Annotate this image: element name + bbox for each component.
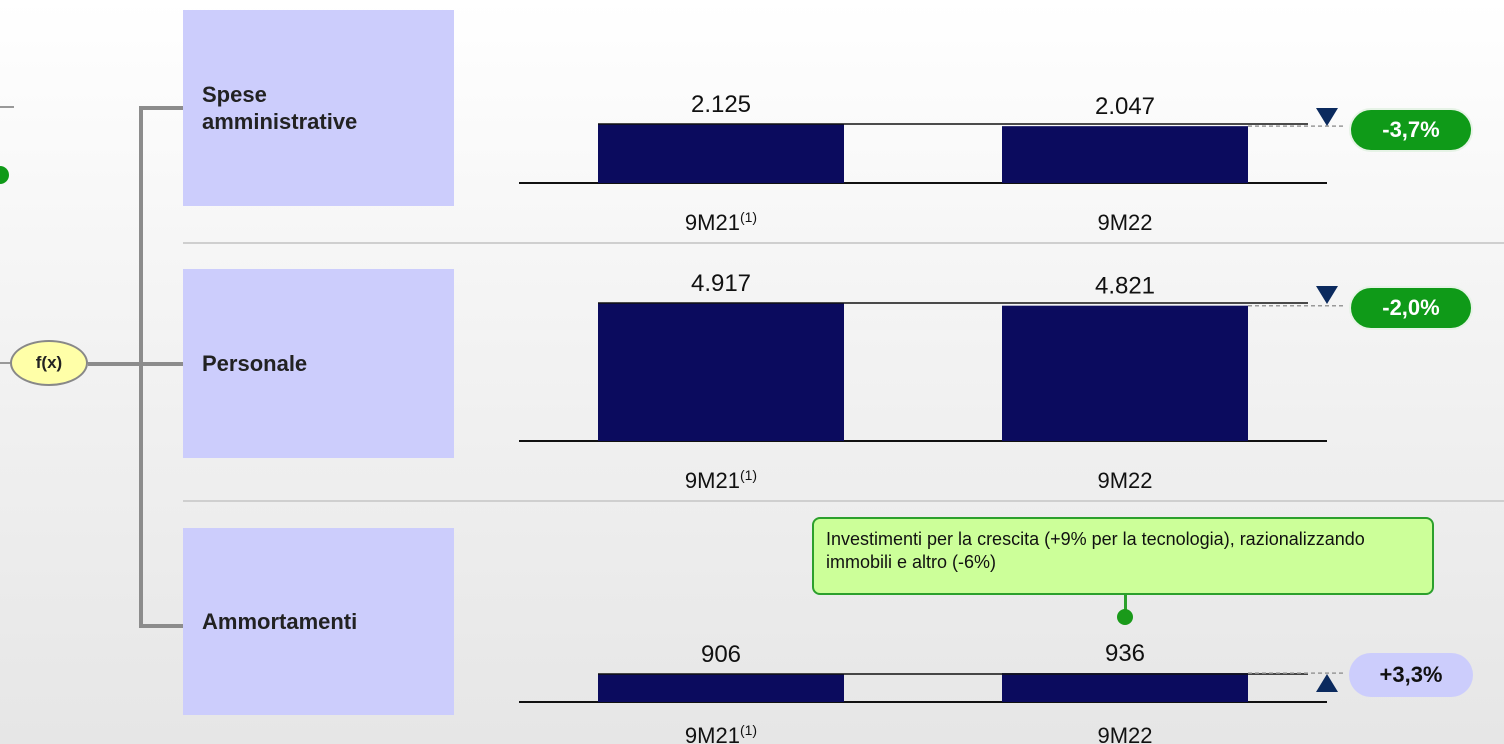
bar: [1002, 673, 1248, 702]
tick-label: 9M22: [1097, 210, 1152, 235]
tick-label: 9M21(1): [685, 722, 757, 744]
triangle-down-icon: [1316, 286, 1338, 304]
data-label: 906: [701, 641, 741, 668]
change-badge-personale: -2,0%: [1349, 286, 1473, 330]
row-label-text: Spese amministrative: [202, 81, 358, 135]
row-label-personale: Personale: [183, 269, 454, 458]
data-label: 4.917: [691, 270, 751, 297]
callout-dot: [1117, 609, 1133, 625]
callout-note: Investimenti per la crescita (+9% per la…: [812, 517, 1434, 595]
bar: [598, 124, 844, 183]
change-badge-ammortamenti: +3,3%: [1349, 653, 1473, 697]
data-label: 2.047: [1095, 93, 1155, 120]
tick-label: 9M21(1): [685, 209, 757, 235]
triangle-down-icon: [1316, 108, 1338, 126]
bar: [598, 303, 844, 441]
callout-pointer: [1124, 595, 1127, 617]
formula-label: f(x): [35, 353, 63, 372]
row-label-text: Ammortamenti: [202, 608, 358, 634]
change-badge-spese: -3,7%: [1349, 108, 1473, 152]
tree-branch-1: [139, 106, 183, 110]
connector-dot-fragment: [0, 166, 9, 184]
tick-label: 9M21(1): [685, 467, 757, 493]
bar: [1002, 126, 1248, 183]
bar: [598, 674, 844, 702]
tree-trunk: [139, 106, 143, 628]
data-label: 4.821: [1095, 273, 1155, 300]
tree-branch-3: [139, 624, 183, 628]
bar: [1002, 305, 1248, 441]
data-label: 936: [1105, 640, 1145, 667]
triangle-up-icon: [1316, 674, 1338, 692]
formula-node: f(x): [10, 340, 88, 386]
row-separator-2: [183, 500, 1504, 502]
tree-branch-2: [88, 362, 183, 366]
row-label-spese: Spese amministrative: [183, 10, 454, 206]
row-separator-1: [183, 242, 1504, 244]
row-label-ammortamenti: Ammortamenti: [183, 528, 454, 715]
row-label-text: Personale: [202, 350, 308, 376]
connector-fragment-2: [0, 362, 10, 364]
data-label: 2.125: [691, 91, 751, 118]
tick-label: 9M22: [1097, 723, 1152, 744]
tick-label: 9M22: [1097, 468, 1152, 493]
connector-fragment: [0, 106, 14, 108]
